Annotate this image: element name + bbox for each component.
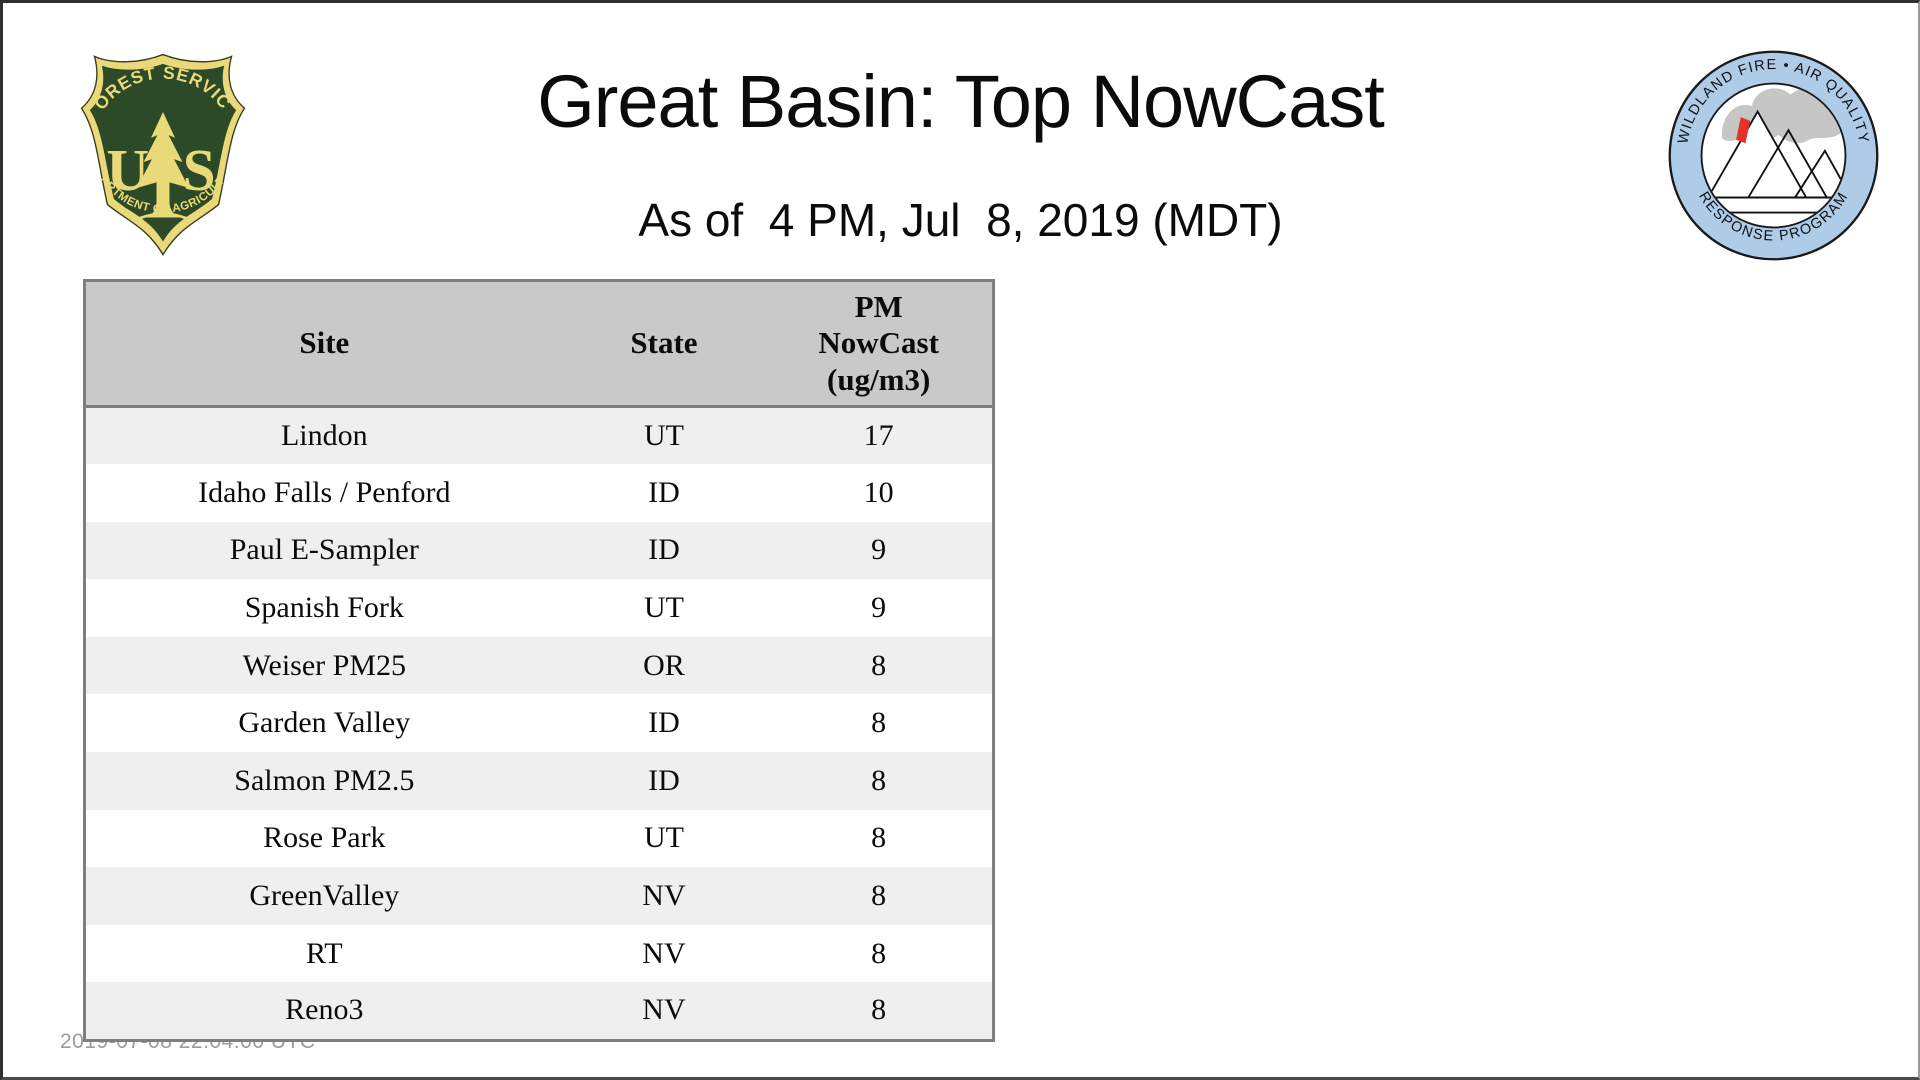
fs-logo-letter-u: U	[106, 137, 149, 203]
cell-nowcast: 8	[765, 867, 994, 925]
nowcast-table-container: Site State PM NowCast (ug/m3) Lindon UT 17 Id…	[83, 279, 995, 1042]
column-header-state: State	[562, 280, 766, 408]
cell-nowcast: 8	[765, 809, 994, 868]
table-body: Lindon UT 17 Idaho Falls / Penford ID 10 Paul …	[84, 406, 994, 1041]
cell-state: ID	[562, 694, 766, 753]
cell-state: UT	[562, 579, 766, 637]
cell-nowcast: 8	[765, 982, 994, 1041]
cell-nowcast: 8	[765, 752, 994, 810]
table-row: Weiser PM25 OR 8	[84, 636, 994, 695]
cell-site: Garden Valley	[84, 694, 563, 753]
cell-site: Idaho Falls / Penford	[84, 464, 563, 522]
table-row: Lindon UT 17	[84, 406, 994, 465]
table-row: Garden Valley ID 8	[84, 694, 994, 753]
cell-site: Lindon	[84, 406, 563, 465]
cell-state: ID	[562, 521, 766, 580]
fire-flag-icon	[1736, 117, 1751, 144]
cell-state: NV	[562, 867, 766, 925]
cell-site: Paul E-Sampler	[84, 521, 563, 580]
cell-site: Reno3	[84, 982, 563, 1041]
pine-tree-icon	[137, 111, 189, 218]
cell-site: Rose Park	[84, 809, 563, 868]
table-row: Reno3 NV 8	[84, 982, 994, 1041]
cell-nowcast: 17	[765, 406, 994, 465]
cell-state: ID	[562, 464, 766, 522]
cell-nowcast: 9	[765, 579, 994, 637]
forest-service-logo: FOREST SERVICE U S DEPARTMENT OF AGRICUL…	[70, 49, 246, 256]
column-header-site: Site	[84, 280, 563, 408]
cell-nowcast: 8	[765, 636, 994, 695]
cell-nowcast: 8	[765, 924, 994, 983]
table-row: Salmon PM2.5 ID 8	[84, 752, 994, 810]
cell-nowcast: 8	[765, 694, 994, 753]
table-header-row: Site State PM NowCast (ug/m3)	[84, 280, 994, 408]
table-row: Spanish Fork UT 9	[84, 579, 994, 637]
cell-state: NV	[562, 982, 766, 1041]
cell-site: Weiser PM25	[84, 636, 563, 695]
cell-site: GreenValley	[84, 867, 563, 925]
table-row: Paul E-Sampler ID 9	[84, 521, 994, 580]
cell-site: RT	[84, 924, 563, 983]
cell-state: UT	[562, 809, 766, 868]
cell-state: UT	[562, 406, 766, 465]
cell-state: OR	[562, 636, 766, 695]
cell-state: ID	[562, 752, 766, 810]
page-title: Great Basin: Top NowCast	[537, 60, 1385, 143]
cell-site: Spanish Fork	[84, 579, 563, 637]
cell-nowcast: 10	[765, 464, 994, 522]
fs-logo-letter-s: S	[183, 137, 216, 203]
column-header-nowcast: PM NowCast (ug/m3)	[765, 280, 994, 408]
cell-site: Salmon PM2.5	[84, 752, 563, 810]
cell-nowcast: 9	[765, 521, 994, 580]
cell-state: NV	[562, 924, 766, 983]
page-subtitle: As of 4 PM, Jul 8, 2019 (MDT)	[638, 194, 1283, 246]
wildland-fire-air-quality-logo: WILDLAND FIRE • AIR QUALITY RESPONSE PRO…	[1668, 50, 1879, 261]
table-row: GreenValley NV 8	[84, 867, 994, 925]
table-row: Idaho Falls / Penford ID 10	[84, 464, 994, 522]
nowcast-table: Site State PM NowCast (ug/m3) Lindon UT 17 Id…	[83, 279, 995, 1042]
pine-tree-base	[138, 212, 188, 220]
table-row: Rose Park UT 8	[84, 809, 994, 868]
table-row: RT NV 8	[84, 924, 994, 983]
